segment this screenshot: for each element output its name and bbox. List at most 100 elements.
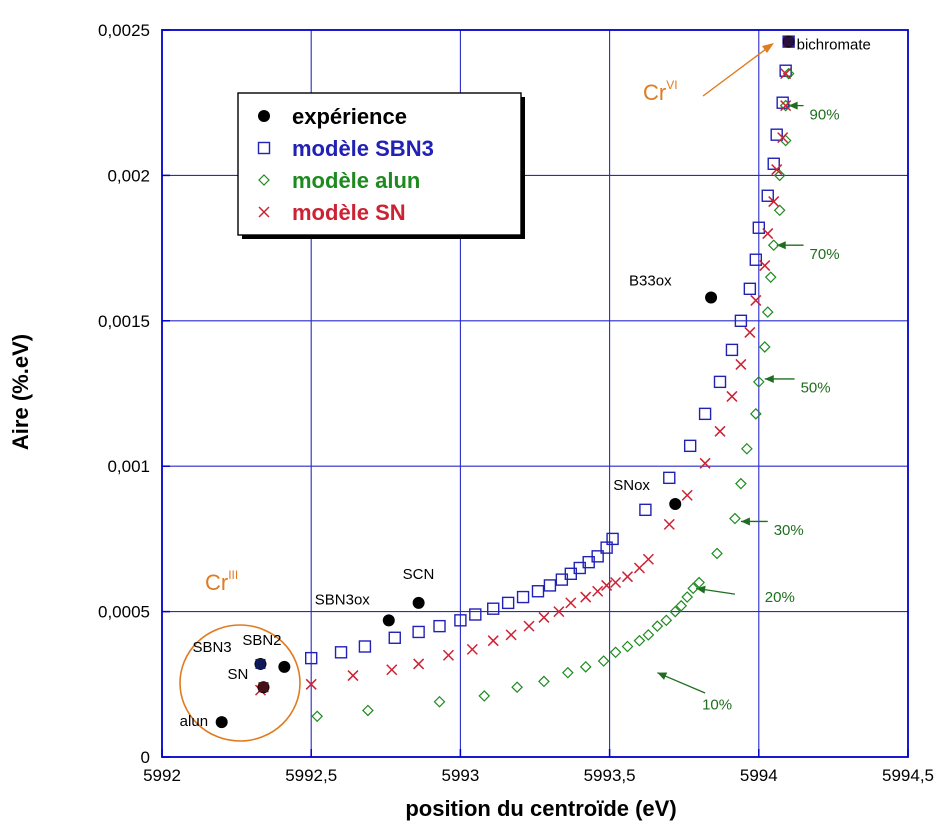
data-point — [433, 695, 446, 708]
cr6-label: CrVI — [643, 78, 678, 105]
y-tick-label: 0,0015 — [98, 312, 150, 331]
x-tick-label: 5992,5 — [285, 766, 337, 785]
data-point — [388, 631, 401, 644]
svg-text:CrIII: CrIII — [205, 568, 238, 595]
y-axis-title: Aire (%.eV) — [8, 334, 33, 450]
percent-label: 50% — [801, 380, 831, 397]
data-point — [759, 260, 771, 272]
data-point — [768, 196, 780, 208]
data-point — [606, 532, 619, 546]
legend-label: modèle alun — [292, 168, 420, 193]
data-point — [601, 579, 613, 591]
series-modèle-alun — [311, 35, 795, 723]
data-point — [734, 314, 748, 327]
data-point — [633, 562, 645, 574]
data-point — [777, 132, 789, 144]
data-point — [762, 228, 774, 240]
data-point — [639, 503, 652, 517]
data-point — [305, 678, 317, 690]
data-point — [698, 407, 712, 421]
svg-text:CrVI: CrVI — [643, 78, 678, 105]
point-label: SBN3 — [192, 639, 231, 656]
data-point — [767, 157, 780, 170]
point-label: SNox — [613, 477, 650, 494]
data-point — [543, 579, 557, 592]
legend-item: modèle SN — [258, 200, 406, 225]
data-point — [442, 649, 454, 661]
data-point — [362, 704, 374, 717]
data-point — [561, 666, 574, 679]
data-point — [466, 643, 478, 655]
legend-shadow-right — [521, 97, 525, 239]
data-point — [523, 620, 535, 632]
point-label: SCN — [403, 566, 435, 583]
data-point — [651, 620, 664, 632]
data-point — [669, 605, 682, 618]
percent-label: 10% — [702, 697, 732, 714]
data-point — [663, 471, 676, 485]
data-point — [565, 597, 577, 609]
point-labels: alun SN SBN3 SBN2 SBN3ox SCN SNox B33ox bichroma… — [180, 37, 871, 730]
data-point — [675, 599, 688, 612]
data-point — [412, 625, 425, 639]
sbn3-square — [255, 658, 266, 669]
data-point — [752, 376, 765, 388]
data-point — [761, 306, 774, 318]
cr6-arrow-head — [762, 43, 774, 53]
annotations: CrIII CrVI 10% 20% 30% 50% 70% 90% — [179, 43, 840, 742]
data-point — [597, 655, 610, 667]
data-point — [454, 614, 467, 627]
x-tick-label: 5994 — [740, 766, 778, 785]
percent-label: 30% — [774, 522, 804, 539]
data-point — [305, 651, 318, 665]
data-point — [538, 611, 550, 623]
cr6-arrow-line — [702, 45, 771, 97]
y-tick-label: 0,0005 — [98, 603, 150, 622]
legend-marker — [257, 141, 271, 155]
data-point — [779, 99, 792, 112]
data-point — [735, 358, 747, 370]
legend-marker — [258, 110, 270, 122]
legend-marker — [258, 174, 270, 186]
data-point — [469, 608, 482, 621]
legend-item: modèle SBN3 — [257, 136, 434, 161]
data-point — [764, 271, 777, 284]
data-point — [621, 640, 634, 653]
data-point — [433, 619, 446, 633]
data-point — [610, 576, 622, 589]
legend-items: expérience modèle SBN3 modèle alun modèle S… — [257, 104, 434, 225]
x-axis-title: position du centroïde (eV) — [405, 796, 676, 821]
legend-item: modèle alun — [258, 168, 420, 193]
data-point — [215, 716, 228, 729]
y-tick-label: 0,0025 — [98, 21, 150, 40]
data-point — [311, 710, 324, 723]
data-point — [714, 425, 726, 437]
data-point — [663, 518, 675, 530]
cr3-label: CrIII — [205, 568, 238, 595]
sample-markers — [255, 36, 794, 693]
legend-item: expérience — [258, 104, 407, 129]
data-point — [633, 634, 646, 647]
data-point — [580, 591, 592, 603]
point-label: bichromate — [797, 37, 871, 54]
series-modèle-SBN3 — [305, 35, 795, 665]
data-point — [538, 675, 550, 688]
data-point — [693, 576, 705, 589]
x-tick-label: 5993 — [441, 766, 479, 785]
data-point — [749, 408, 762, 420]
data-point — [743, 282, 757, 296]
data-point — [780, 100, 792, 112]
data-point — [771, 164, 783, 176]
legend-box — [237, 92, 522, 236]
data-point — [478, 690, 491, 702]
data-point — [358, 640, 372, 653]
data-point — [501, 596, 515, 610]
data-point — [642, 553, 654, 565]
data-point — [752, 221, 765, 234]
data-point — [511, 681, 523, 694]
sn-square — [258, 682, 269, 693]
point-label: B33ox — [629, 273, 672, 290]
data-point — [553, 606, 565, 618]
percent-arrow-head — [776, 241, 786, 250]
